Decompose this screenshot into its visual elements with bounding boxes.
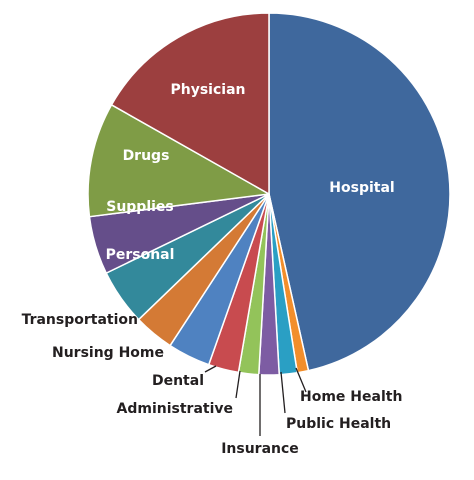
slice-label-supplies: Supplies — [106, 199, 174, 215]
slice-label-physician: Physician — [171, 82, 246, 98]
slice-label-administrative: Administrative — [117, 401, 234, 417]
slice-label-dental: Dental — [152, 373, 204, 389]
leader-line-administrative — [235, 370, 241, 399]
leader-line-public-health — [280, 371, 286, 414]
leader-line-home-health — [295, 367, 307, 393]
slice-label-public-health: Public Health — [286, 416, 391, 432]
slice-label-home-health: Home Health — [300, 389, 402, 405]
pie-slice-physician — [110, 12, 270, 195]
slice-label-hospital: Hospital — [329, 180, 394, 196]
slice-label-insurance: Insurance — [221, 441, 299, 457]
leader-lines — [204, 365, 307, 436]
slice-label-transportation: Transportation — [22, 312, 138, 328]
slice-label-personal: Personal — [106, 247, 175, 263]
pie-slice-hospital — [268, 12, 451, 372]
pie-slices — [87, 12, 451, 376]
slice-label-drugs: Drugs — [123, 148, 170, 164]
slice-labels: Hospital Home Health Public Health Insuranc… — [22, 82, 403, 457]
leader-line-dental — [204, 365, 217, 373]
slice-label-nursing-home: Nursing Home — [52, 345, 164, 361]
pie-slice-drugs — [87, 104, 270, 218]
